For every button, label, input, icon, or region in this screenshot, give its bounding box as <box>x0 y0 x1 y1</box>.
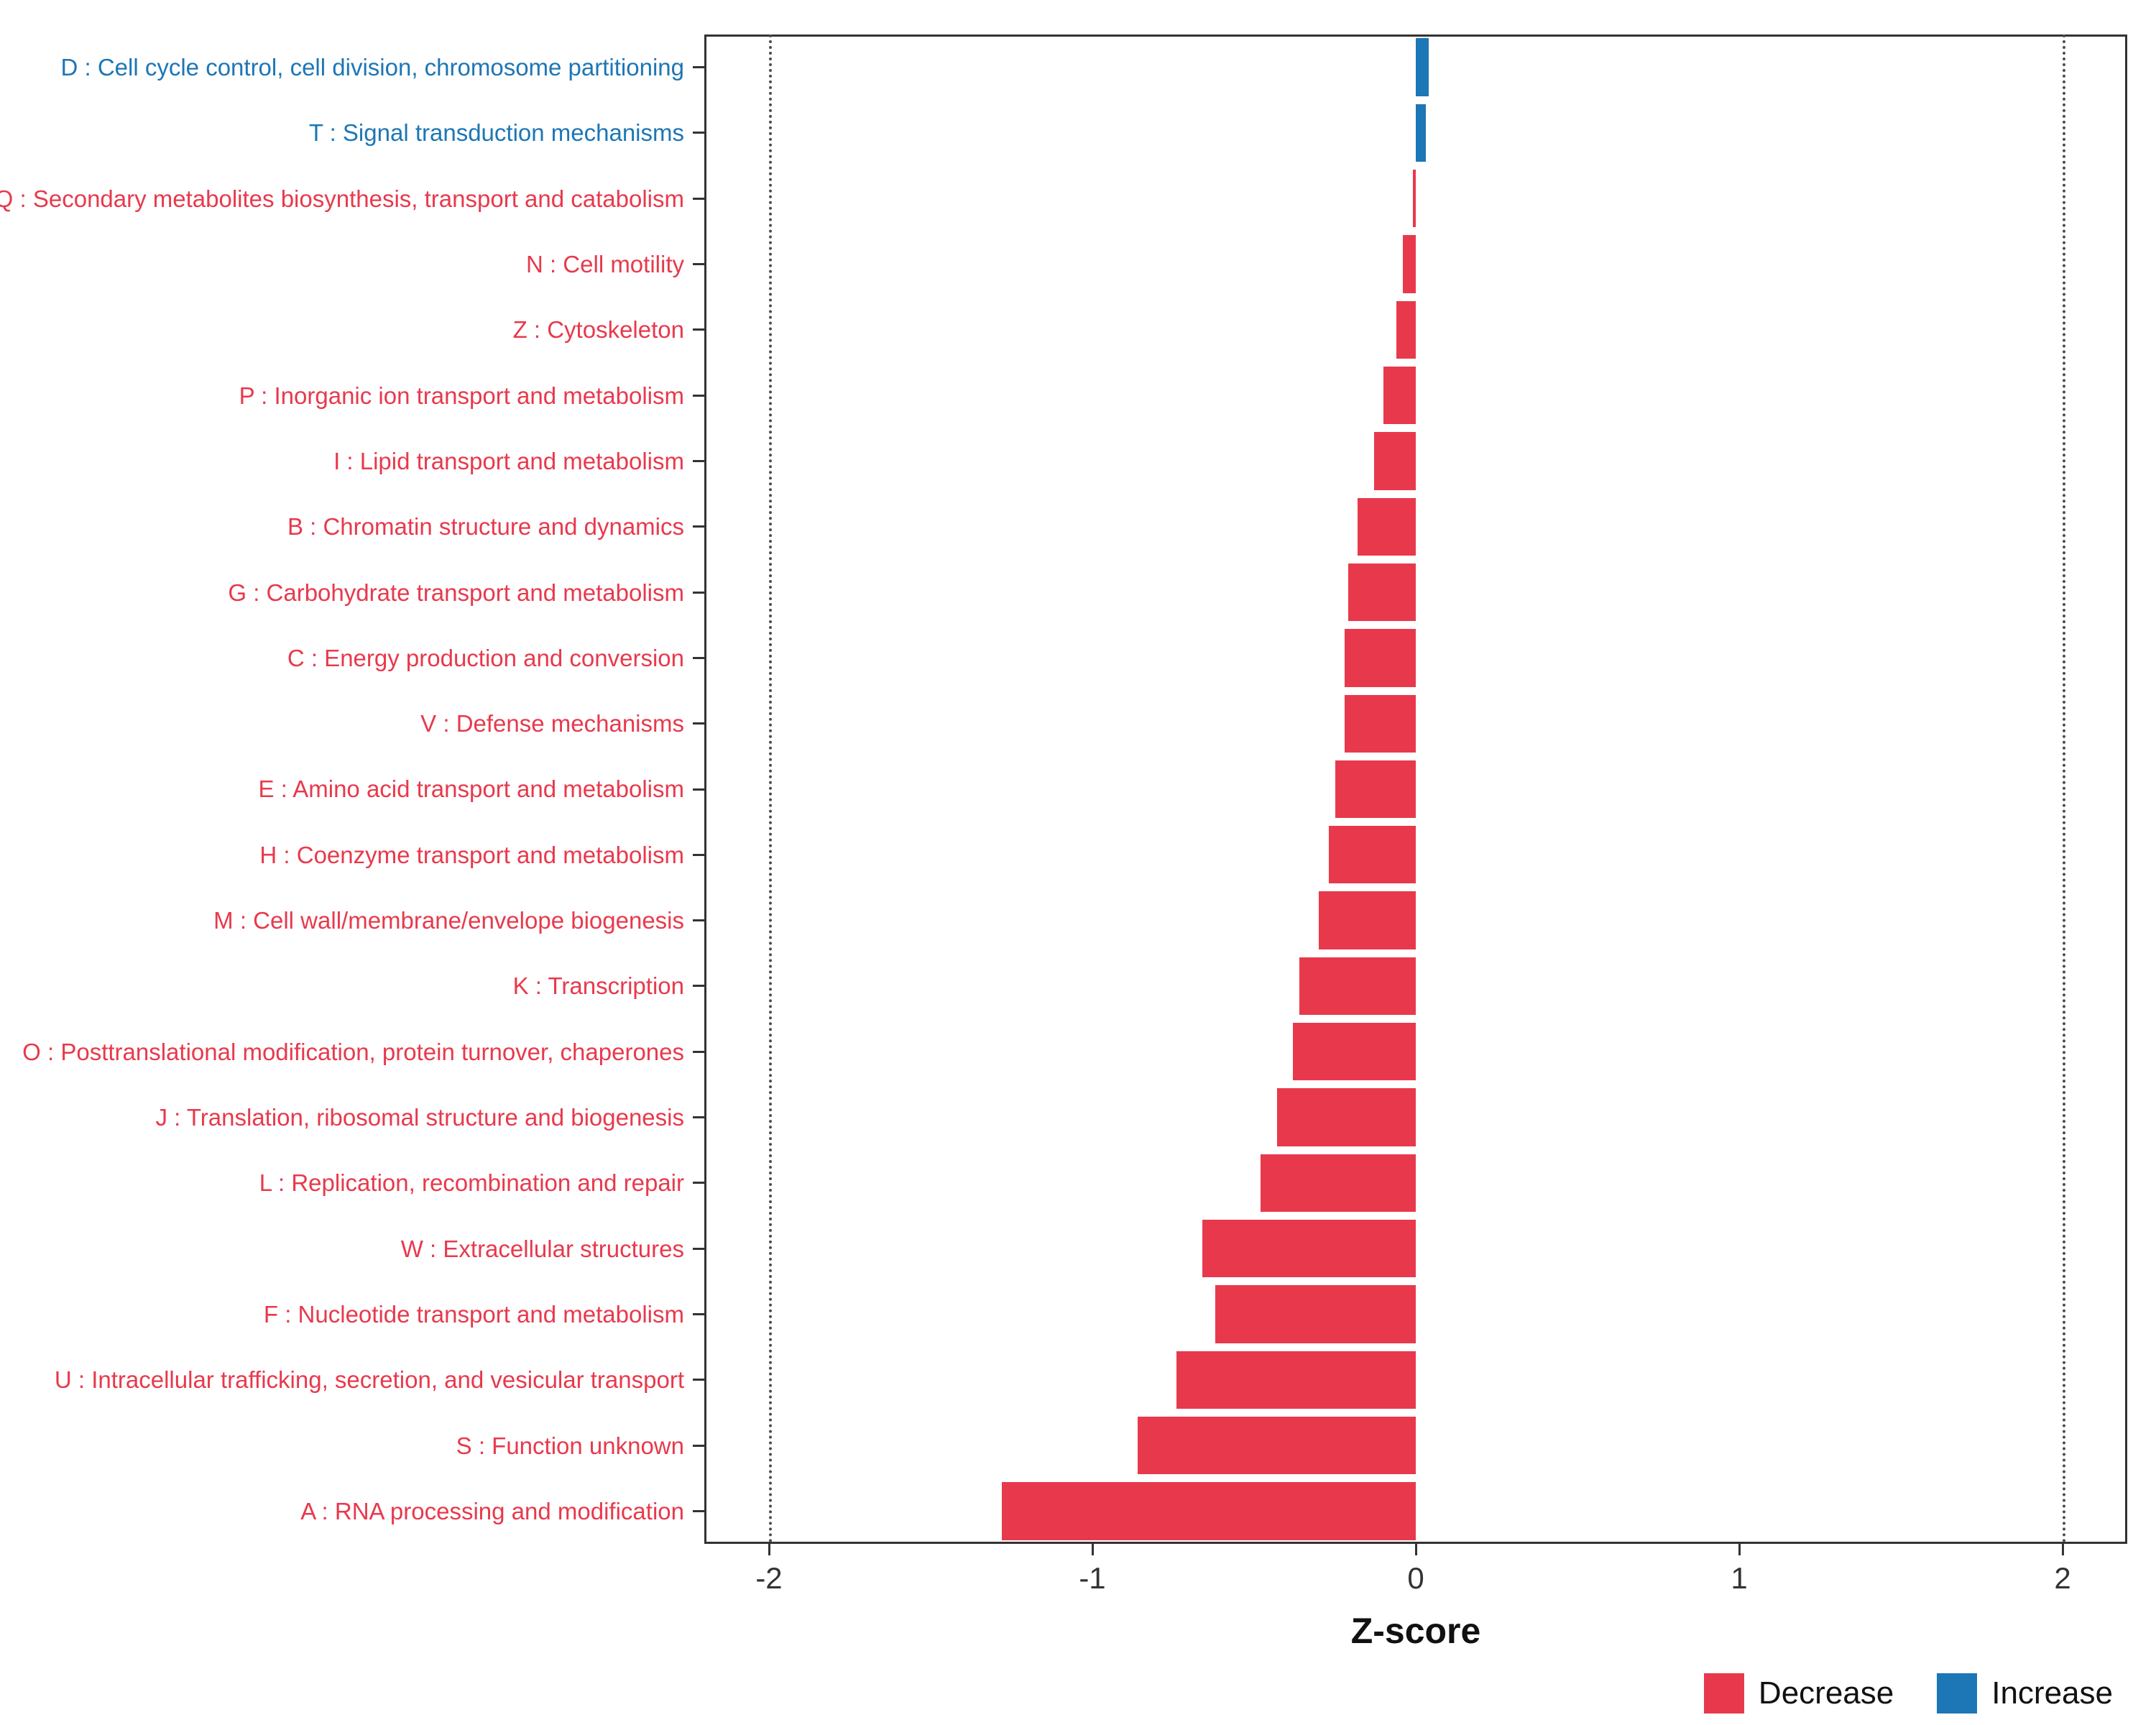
y-axis-tick <box>693 197 704 200</box>
bar <box>1403 235 1416 293</box>
y-axis-tick <box>693 66 704 69</box>
category-label: K : Transcription <box>512 972 684 1000</box>
bar <box>1215 1285 1416 1343</box>
bar <box>1345 629 1416 687</box>
category-label: T : Signal transduction mechanisms <box>308 119 684 147</box>
bar <box>1396 300 1416 359</box>
category-label: Z : Cytoskeleton <box>512 316 684 344</box>
category-label: A : RNA processing and modification <box>300 1497 684 1524</box>
x-axis-tick <box>2061 1544 2064 1555</box>
category-label: I : Lipid transport and metabolism <box>333 447 684 474</box>
category-label: F : Nucleotide transport and metabolism <box>263 1300 684 1328</box>
x-axis-title: Z-score <box>1350 1611 1481 1651</box>
x-axis-tick-label: -2 <box>755 1561 783 1595</box>
legend-item: Decrease <box>1703 1673 1894 1714</box>
y-axis-tick <box>693 722 704 725</box>
y-axis-tick <box>693 525 704 528</box>
bar <box>1261 1154 1416 1212</box>
y-axis-tick <box>693 1247 704 1250</box>
category-label: J : Translation, ribosomal structure and… <box>155 1104 684 1131</box>
category-label: O : Posttranslational modification, prot… <box>22 1038 684 1065</box>
bar <box>1202 1219 1416 1278</box>
y-axis-tick <box>693 656 704 659</box>
category-label: C : Energy production and conversion <box>287 644 684 671</box>
bar <box>1416 104 1426 162</box>
y-axis-tick <box>693 919 704 922</box>
category-label: D : Cell cycle control, cell division, c… <box>60 54 684 81</box>
y-axis-tick <box>693 328 704 331</box>
legend-item: Increase <box>1937 1673 2113 1714</box>
bar <box>1358 497 1416 556</box>
x-axis-tick <box>768 1544 770 1555</box>
legend: Decrease Increase <box>1703 1673 2113 1714</box>
y-axis-tick <box>693 788 704 791</box>
y-axis-tick <box>693 1379 704 1381</box>
legend-swatch-increase <box>1937 1673 1978 1714</box>
reference-line <box>769 34 772 1544</box>
y-axis-tick <box>693 459 704 462</box>
x-axis-tick-label: 0 <box>1407 1561 1424 1595</box>
y-axis-tick <box>693 1312 704 1315</box>
bar <box>1412 170 1416 228</box>
bar <box>1299 957 1416 1016</box>
category-label: Q : Secondary metabolites biosynthesis, … <box>0 185 684 212</box>
bar <box>1293 1023 1416 1081</box>
plot-panel <box>704 34 2127 1544</box>
bar <box>1138 1416 1416 1475</box>
legend-label: Decrease <box>1758 1675 1894 1711</box>
y-axis-tick <box>693 1116 704 1119</box>
legend-swatch-decrease <box>1703 1673 1744 1714</box>
y-axis-tick <box>693 394 704 397</box>
bar <box>1335 760 1416 819</box>
x-axis-tick <box>1091 1544 1094 1555</box>
y-axis-tick <box>693 1509 704 1512</box>
x-axis-tick-label: -1 <box>1079 1561 1106 1595</box>
bar <box>1276 1088 1416 1146</box>
y-axis-tick <box>693 1182 704 1184</box>
category-label: W : Extracellular structures <box>400 1235 684 1262</box>
reference-line <box>2063 34 2065 1544</box>
category-label: S : Function unknown <box>456 1432 684 1459</box>
x-axis-tick <box>1738 1544 1741 1555</box>
category-label: N : Cell motility <box>525 251 684 278</box>
bar <box>1176 1351 1416 1409</box>
legend-label: Increase <box>1991 1675 2113 1711</box>
bar <box>1328 826 1416 884</box>
bar <box>1416 38 1429 96</box>
bar <box>1373 432 1416 490</box>
y-axis-tick <box>693 1050 704 1053</box>
category-label: U : Intracellular trafficking, secretion… <box>54 1366 684 1394</box>
category-label: V : Defense mechanisms <box>420 710 684 737</box>
category-label: P : Inorganic ion transport and metaboli… <box>239 382 684 409</box>
bar <box>1383 367 1416 425</box>
y-axis-tick <box>693 132 704 134</box>
x-axis-tick-label: 1 <box>1731 1561 1748 1595</box>
bar <box>1002 1482 1416 1540</box>
y-axis-tick <box>693 853 704 856</box>
category-label: E : Amino acid transport and metabolism <box>258 776 684 803</box>
y-axis-tick <box>693 591 704 594</box>
bar <box>1348 563 1416 622</box>
category-label: H : Coenzyme transport and metabolism <box>259 841 684 868</box>
y-axis-tick <box>693 985 704 988</box>
x-axis-tick <box>1414 1544 1417 1555</box>
category-label: B : Chromatin structure and dynamics <box>287 513 684 540</box>
y-axis-tick <box>693 263 704 266</box>
bar <box>1345 694 1416 753</box>
y-axis-tick <box>693 1444 704 1447</box>
x-axis-tick-label: 2 <box>2054 1561 2071 1595</box>
category-label: G : Carbohydrate transport and metabolis… <box>228 579 684 606</box>
category-label: M : Cell wall/membrane/envelope biogenes… <box>213 907 684 934</box>
bar <box>1319 891 1416 949</box>
category-label: L : Replication, recombination and repai… <box>259 1169 684 1197</box>
